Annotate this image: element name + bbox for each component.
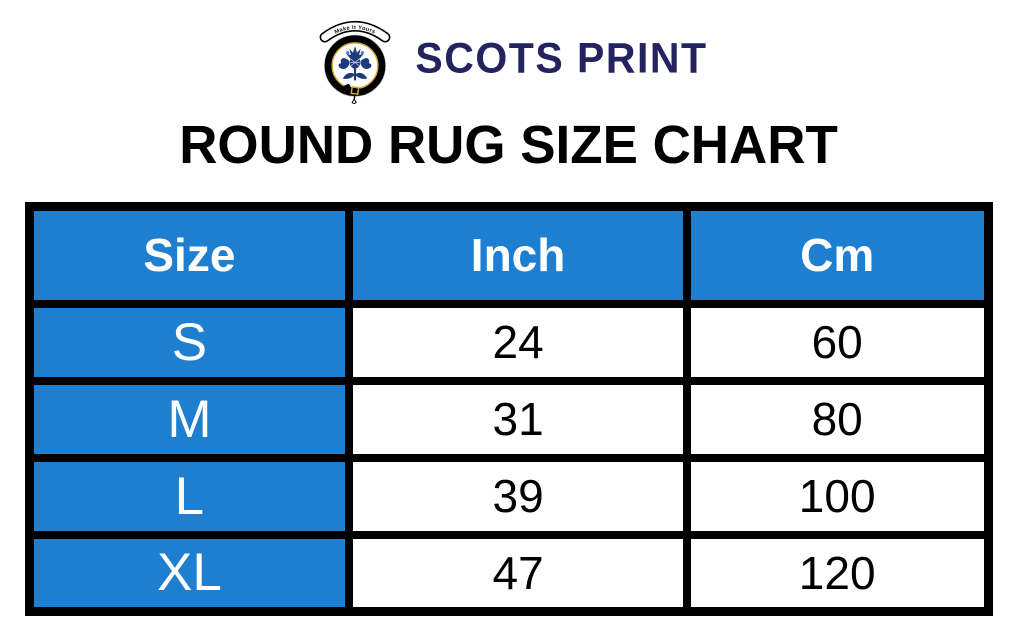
table-row-xl: XL 47 120 (24, 530, 993, 616)
inch-cell: 47 (345, 530, 691, 616)
thistle-crest-icon: Make It Yours (320, 21, 391, 104)
table-row-m: M 31 80 (24, 376, 993, 462)
cm-cell: 100 (682, 453, 993, 539)
cm-cell: 120 (682, 530, 993, 616)
inch-cell: 31 (345, 376, 691, 462)
column-header-inch: Inch (345, 202, 691, 308)
size-cell: L (24, 453, 354, 539)
size-cell: S (24, 299, 354, 385)
page-title: ROUND RUG SIZE CHART (179, 115, 838, 175)
table-row-l: L 39 100 (24, 453, 993, 539)
inch-cell: 39 (345, 453, 691, 539)
belt-buckle (341, 83, 367, 96)
inch-cell: 24 (345, 299, 691, 385)
cm-cell: 80 (682, 376, 993, 462)
brand-name: SCOTS PRINT (415, 33, 708, 82)
banner-ribbon (321, 22, 390, 41)
table-header-row: Size Inch Cm (24, 202, 993, 308)
crest-motto-text: Make It Yours (334, 25, 376, 36)
cm-cell: 60 (682, 299, 993, 385)
size-cell: M (24, 376, 354, 462)
size-chart-table: Size Inch Cm S 24 60 M 31 80 L 39 100 (24, 202, 993, 616)
thistle-flower (339, 46, 372, 81)
column-header-size: Size (24, 202, 354, 308)
brand-header: Make It Yours (0, 12, 1017, 104)
size-cell: XL (24, 530, 354, 616)
table-row-s: S 24 60 (24, 299, 993, 385)
crest-tassel (351, 94, 358, 104)
column-header-cm: Cm (682, 202, 993, 308)
